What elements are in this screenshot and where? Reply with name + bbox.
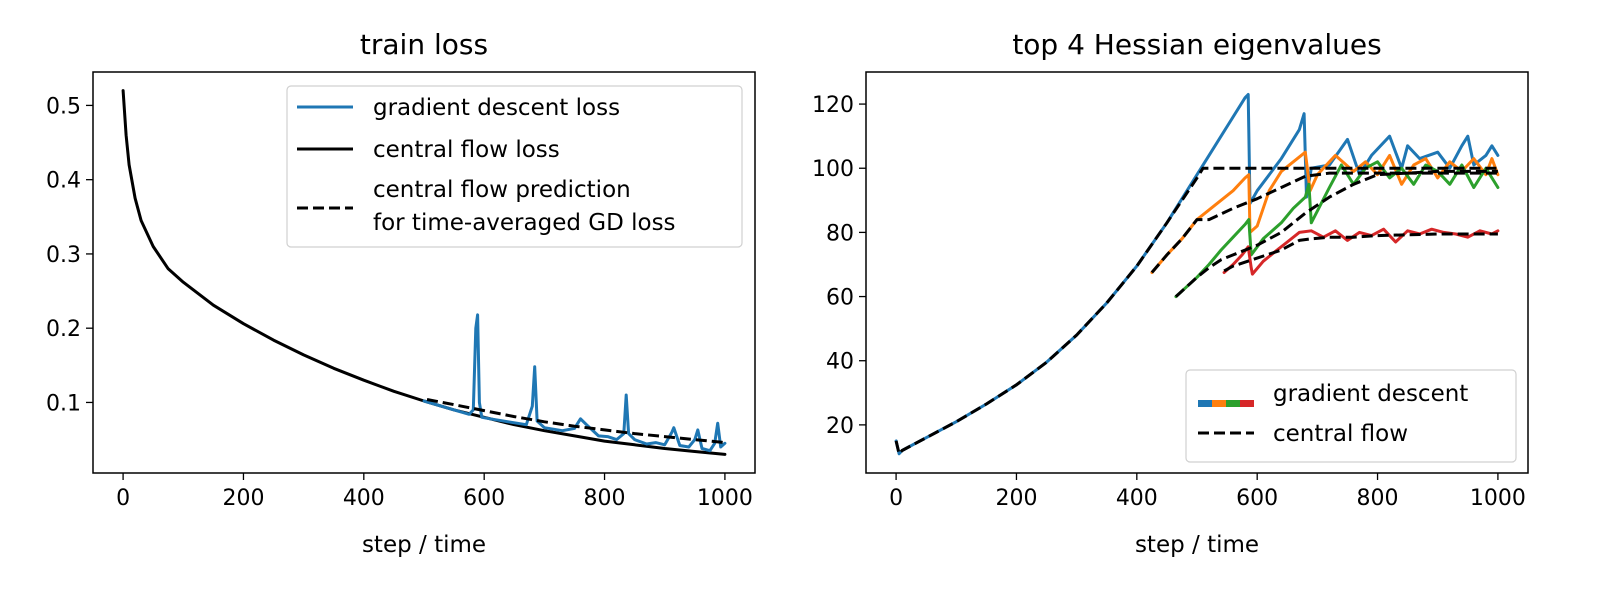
chart-title: top 4 Hessian eigenvalues (1012, 28, 1381, 61)
hessian-eigenvalues-panel: top 4 Hessian eigenvalues 0 200 400 600 800 1… (812, 28, 1529, 558)
legend: gradient descent central flow (1185, 369, 1517, 463)
loss-ytick-label: 0.5 (46, 94, 81, 119)
eig-xtick-label: 600 (1236, 486, 1278, 511)
series-line-central-flow-1 (894, 166, 1498, 456)
eig-xtick-label: 400 (1116, 486, 1158, 511)
series-lines (121, 89, 727, 456)
legend-swatch-segment (1198, 400, 1212, 407)
loss-ytick-label: 0.2 (46, 317, 81, 342)
legend-swatch-segment (1212, 400, 1226, 407)
series-line-gd-loss (422, 313, 727, 453)
legend-box (1185, 369, 1517, 463)
x-axis-label: step / time (1135, 532, 1259, 558)
legend-box (286, 85, 743, 248)
legend-label-central-flow: central flow (1273, 421, 1408, 447)
legend-label-cf-loss: central flow loss (373, 137, 560, 163)
series-line-cf-prediction (426, 398, 726, 445)
loss-ytick-label: 0.3 (46, 243, 81, 268)
loss-xtick-label: 800 (584, 486, 626, 511)
series-lines (894, 93, 1500, 456)
x-axis-label: step / time (362, 532, 486, 558)
eig-ytick-label: 80 (826, 221, 854, 246)
legend-swatch-segment (1240, 400, 1254, 407)
loss-xtick-label: 400 (343, 486, 385, 511)
legend-label-gd-loss: gradient descent loss (373, 95, 620, 121)
eig-ytick-label: 40 (826, 350, 854, 375)
eig-xtick-label: 200 (995, 486, 1037, 511)
legend-swatch-gradient-descent (1198, 400, 1254, 407)
eig-ytick-label: 60 (826, 286, 854, 311)
plot-frame (92, 71, 756, 474)
legend: gradient descent loss central flow loss … (286, 85, 743, 248)
eig-xtick-label: 0 (889, 486, 903, 511)
chart-title: train loss (360, 28, 488, 61)
series-line-central-flow-2 (1150, 171, 1498, 274)
loss-ytick-label: 0.4 (46, 169, 81, 194)
series-line-central-flow-loss (121, 89, 727, 456)
legend-label-line-1: central flow prediction (373, 177, 631, 203)
eig-ytick-label: 120 (812, 93, 854, 118)
loss-xtick-label: 600 (463, 486, 505, 511)
train-loss-panel: train loss 0 200 400 600 800 1000 0.1 0.2 0.3 0.4… (46, 28, 756, 558)
eig-xtick-label: 1000 (1470, 486, 1526, 511)
legend-swatch-segment (1226, 400, 1240, 407)
eig-ytick-label: 20 (826, 414, 854, 439)
legend-label-line-2: for time-averaged GD loss (373, 210, 676, 236)
series-line-eigenvalue-3 (1174, 160, 1500, 299)
loss-xtick-label: 1000 (697, 486, 753, 511)
tick-group: 0 200 400 600 800 1000 20 40 60 80 100 120 (812, 93, 1526, 511)
eig-xtick-label: 800 (1357, 486, 1399, 511)
series-line-central-flow-4 (1223, 232, 1498, 273)
legend-label-gradient-descent: gradient descent (1273, 381, 1468, 407)
eig-ytick-label: 100 (812, 157, 854, 182)
plot-frame (865, 71, 1529, 474)
legend-label-cf-prediction: central flow prediction for time-average… (373, 177, 676, 236)
loss-ytick-label: 0.1 (46, 391, 81, 416)
loss-xtick-label: 0 (116, 486, 130, 511)
loss-xtick-label: 200 (222, 486, 264, 511)
tick-group: 0 200 400 600 800 1000 0.1 0.2 0.3 0.4 0.5 (46, 94, 753, 511)
